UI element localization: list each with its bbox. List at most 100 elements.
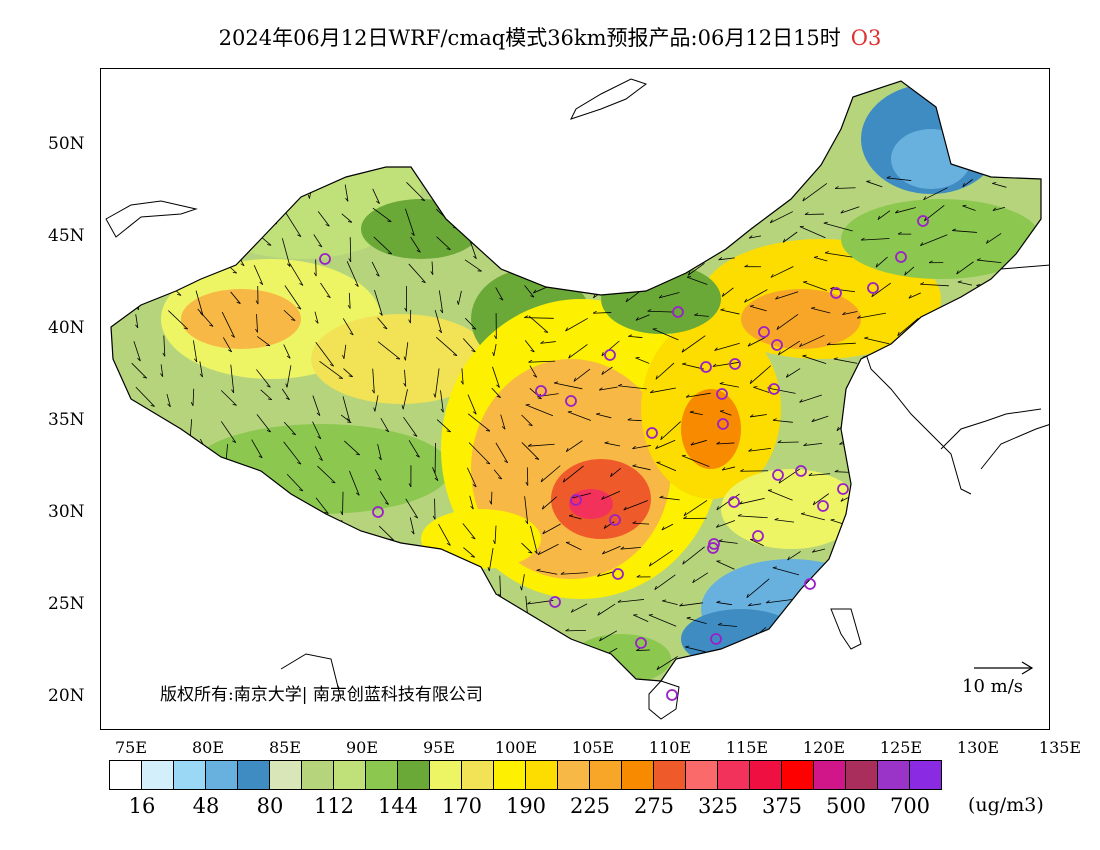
- wind-arrow: [521, 181, 529, 194]
- city-marker: [758, 326, 770, 338]
- wind-arrow: [961, 308, 979, 313]
- wind-arrow: [932, 343, 946, 345]
- lon-label: 110E: [648, 738, 692, 757]
- colorbar-swatch: [717, 760, 750, 790]
- wind-arrow: [694, 314, 709, 317]
- wind-arrow: [823, 222, 853, 232]
- wind-arrow: [898, 388, 913, 400]
- wind-arrow: [957, 384, 978, 394]
- wind-arrow: [493, 655, 507, 678]
- wind-arrow: [748, 603, 762, 607]
- wind-arrow: [196, 464, 213, 482]
- wind-arrow: [195, 548, 213, 565]
- wind-arrow: [917, 621, 942, 640]
- wind-arrow: [256, 414, 271, 433]
- wind-arrow: [770, 266, 794, 278]
- wind-arrow: [933, 469, 948, 474]
- lon-label: 125E: [879, 738, 923, 757]
- wind-arrow: [835, 187, 856, 189]
- wind-arrow: [685, 646, 706, 653]
- wind-arrow: [372, 207, 392, 222]
- wind-arrow: [812, 548, 826, 553]
- wind-arrow: [591, 204, 618, 210]
- wind-arrow: [161, 474, 167, 504]
- wind-arrow: [988, 438, 1007, 441]
- wind-arrow: [623, 500, 648, 511]
- city-marker: [570, 494, 582, 506]
- wind-arrow: [525, 262, 547, 279]
- wind-arrow: [468, 238, 477, 259]
- wind-arrow: [560, 572, 588, 575]
- wind-arrow: [257, 180, 265, 201]
- wind-arrow: [192, 388, 195, 406]
- lon-label: 115E: [725, 738, 769, 757]
- colorbar-label: 190: [505, 794, 547, 818]
- colorbar-label: 325: [697, 794, 739, 818]
- wind-arrow: [894, 460, 913, 468]
- city-marker: [804, 578, 816, 590]
- wind-arrow: [318, 543, 330, 563]
- wind-arrow: [224, 652, 238, 665]
- wind-arrow: [661, 523, 674, 531]
- wind-arrow: [198, 235, 214, 255]
- wind-arrow: [438, 290, 444, 313]
- wind-arrow: [977, 344, 1004, 358]
- wind-arrow: [196, 182, 213, 205]
- wind-arrow: [895, 360, 913, 366]
- wind-arrow: [989, 498, 1007, 506]
- wind-arrow: [862, 356, 889, 363]
- wind-arrow: [960, 574, 974, 579]
- colorbar-swatch: [333, 760, 366, 790]
- lat-label: 30N: [48, 502, 85, 522]
- wind-arrow: [629, 178, 644, 182]
- wind-arrow: [410, 651, 420, 672]
- wind-arrow: [995, 545, 1009, 558]
- wind-arrow: [494, 525, 497, 544]
- wind-arrow: [496, 234, 509, 245]
- wind-arrow: [568, 515, 582, 520]
- wind-arrow: [995, 316, 1011, 328]
- wind-arrow: [642, 208, 672, 215]
- city-marker: [867, 282, 879, 294]
- wind-arrow: [681, 335, 706, 353]
- wind-arrow: [772, 419, 793, 423]
- wind-arrow: [962, 545, 975, 551]
- wind-reference-arrow-icon: [974, 661, 1034, 675]
- wind-arrow: [345, 595, 361, 610]
- wind-arrow: [872, 519, 884, 528]
- wind-arrow: [166, 266, 181, 279]
- wind-arrow: [889, 600, 918, 610]
- wind-arrow: [875, 256, 888, 268]
- wind-arrow: [131, 238, 133, 251]
- wind-arrow: [222, 337, 233, 353]
- wind-arrow: [163, 335, 166, 357]
- wind-arrow: [315, 259, 317, 277]
- city-marker: [817, 500, 829, 512]
- city-marker: [710, 633, 722, 645]
- wind-arrow: [189, 419, 193, 439]
- wind-arrow: [952, 498, 977, 516]
- wind-arrow: [139, 446, 150, 456]
- wind-arrow: [721, 287, 734, 297]
- wind-arrow: [799, 334, 825, 348]
- wind-arrow: [255, 208, 278, 225]
- colorbar-unit: (ug/m3): [968, 794, 1044, 816]
- wind-arrow: [226, 568, 246, 589]
- wind-arrow: [787, 551, 801, 561]
- wind-arrow: [599, 386, 618, 391]
- city-marker: [609, 514, 621, 526]
- wind-arrow: [529, 213, 557, 216]
- wind-arrow: [349, 237, 352, 262]
- wind-arrow: [527, 600, 554, 605]
- wind-arrow: [377, 604, 388, 621]
- wind-arrow: [251, 439, 263, 459]
- wind-arrow: [405, 208, 415, 236]
- wind-arrow: [377, 341, 401, 360]
- colorbar-swatch: [813, 760, 846, 790]
- wind-arrow: [645, 177, 674, 188]
- wind-arrow: [718, 540, 738, 544]
- lon-label: 100E: [494, 738, 538, 757]
- wind-arrow: [342, 396, 351, 422]
- wind-arrow: [846, 386, 859, 390]
- wind-arrow: [719, 383, 740, 388]
